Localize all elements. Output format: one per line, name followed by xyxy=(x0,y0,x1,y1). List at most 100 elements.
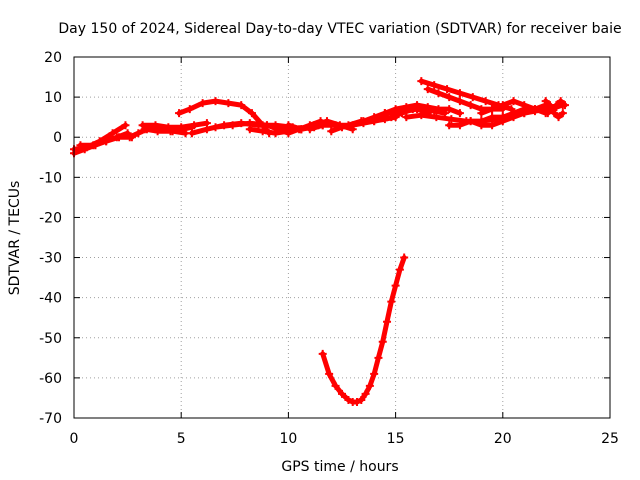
data-point xyxy=(359,117,368,126)
data-point xyxy=(445,93,454,102)
data-point xyxy=(370,113,379,122)
data-point xyxy=(455,89,464,98)
data-point xyxy=(179,125,188,134)
data-point xyxy=(166,127,175,136)
data-point xyxy=(245,125,254,134)
data-point xyxy=(365,381,374,390)
data-point xyxy=(374,353,383,362)
data-point xyxy=(455,97,464,106)
data-point xyxy=(378,337,387,346)
data-point xyxy=(558,109,567,118)
data-point xyxy=(430,81,439,90)
data-point xyxy=(305,125,314,134)
data-point xyxy=(211,97,220,106)
plot-frame xyxy=(73,56,611,419)
data-point xyxy=(543,109,552,118)
data-point xyxy=(445,105,454,114)
x-tick-label: 20 xyxy=(494,431,512,447)
data-point xyxy=(520,101,529,110)
data-point xyxy=(445,121,454,130)
x-axis-label: GPS time / hours xyxy=(281,459,398,475)
data-point xyxy=(477,109,486,118)
data-point xyxy=(419,105,428,114)
data-point xyxy=(391,105,400,114)
data-point xyxy=(402,113,411,122)
y-tick-label: 20 xyxy=(44,50,62,66)
data-point xyxy=(357,395,366,404)
y-tick-label: -30 xyxy=(39,251,62,267)
data-point xyxy=(108,129,117,138)
x-tick-label: 25 xyxy=(601,431,619,447)
data-point xyxy=(488,113,497,122)
data-point xyxy=(115,133,124,142)
y-tick-label: -70 xyxy=(39,411,62,427)
data-point xyxy=(408,105,417,114)
data-point xyxy=(488,121,497,130)
data-point xyxy=(477,121,486,130)
data-point xyxy=(432,113,441,122)
y-tick-label: -10 xyxy=(39,170,62,186)
data-point xyxy=(262,121,271,130)
data-point xyxy=(560,101,569,110)
data-point xyxy=(185,105,194,114)
data-point xyxy=(187,129,196,138)
data-point xyxy=(237,101,246,110)
data-point xyxy=(400,253,409,262)
data-point xyxy=(498,113,507,122)
data-point xyxy=(121,121,130,130)
data-point xyxy=(509,111,518,120)
data-point xyxy=(102,137,111,146)
axes: 0 5 10 15 20 25 20 10 0 -10 -20 -30 -40 -50 -60 -70 xyxy=(39,50,619,447)
data-point xyxy=(175,109,184,118)
data-point xyxy=(541,97,550,106)
data-point xyxy=(434,89,443,98)
data-point xyxy=(498,101,507,110)
data-point xyxy=(387,297,396,306)
data-point xyxy=(153,127,162,136)
y-tick-label: 10 xyxy=(44,90,62,106)
x-tick-label: 0 xyxy=(70,431,79,447)
x-tick-label: 15 xyxy=(387,431,405,447)
data-point xyxy=(224,99,233,108)
data-point xyxy=(530,107,539,116)
data-point xyxy=(488,105,497,114)
data-point xyxy=(202,125,211,134)
data-point xyxy=(548,105,557,114)
data-point xyxy=(455,121,464,130)
data-point xyxy=(430,107,439,116)
data-point xyxy=(228,121,237,130)
y-axis-label: SDTVAR / TECUs xyxy=(7,181,23,296)
data-point xyxy=(258,127,267,136)
data-point xyxy=(395,265,404,274)
data-point xyxy=(443,85,452,94)
data-point xyxy=(327,127,336,136)
data-point xyxy=(552,101,561,110)
data-point xyxy=(398,109,407,118)
y-tick-label: -40 xyxy=(39,291,62,307)
data-series xyxy=(70,77,569,406)
data-point xyxy=(520,109,529,118)
data-point xyxy=(361,389,370,398)
data-point xyxy=(151,121,160,130)
data-point xyxy=(509,97,518,106)
data-point xyxy=(353,397,362,406)
data-point xyxy=(440,109,449,118)
data-point xyxy=(455,109,464,118)
y-tick-label: -50 xyxy=(39,331,62,347)
data-point xyxy=(297,125,306,134)
data-point xyxy=(273,125,282,134)
data-point xyxy=(556,97,565,106)
data-point xyxy=(387,113,396,122)
data-point xyxy=(466,101,475,110)
data-point xyxy=(417,77,426,86)
data-point xyxy=(284,129,293,138)
data-point xyxy=(466,117,475,126)
data-point xyxy=(417,111,426,120)
data-point xyxy=(344,395,353,404)
data-point xyxy=(338,123,346,132)
data-point xyxy=(423,85,432,94)
data-point xyxy=(370,369,379,378)
